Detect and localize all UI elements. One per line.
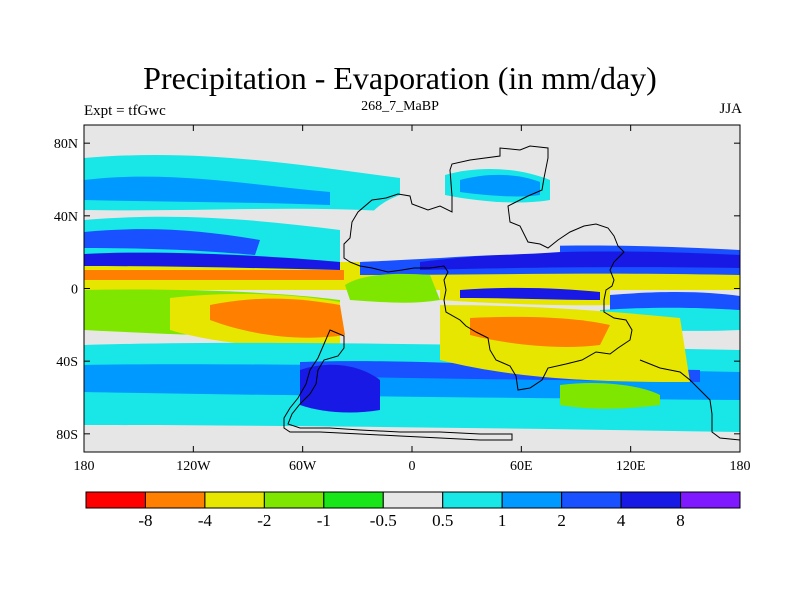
lon-tick-label: 180 xyxy=(74,459,95,474)
field-plot xyxy=(84,125,740,452)
lon-tick-label: 120E xyxy=(616,459,646,474)
axis-ticks: 80N 40N 0 40S 80S 180 120W 60W 0 60E 120E 180 xyxy=(54,125,751,474)
field-land-green xyxy=(345,273,440,303)
field-polar-neutral xyxy=(84,432,740,452)
colorbar-box xyxy=(382,491,444,509)
field-east-orange xyxy=(470,316,610,347)
colorbar-box xyxy=(204,491,265,509)
colorbar-box xyxy=(263,491,325,509)
lat-tick-label: 80S xyxy=(56,428,78,443)
lon-tick-label: 60W xyxy=(289,459,317,474)
experiment-label: Expt = tfGwc xyxy=(84,103,166,119)
colorbar-label: -4 xyxy=(198,511,213,530)
lat-tick-label: 40S xyxy=(56,355,78,370)
colorbar-label: -8 xyxy=(138,511,152,530)
colorbar-box xyxy=(680,491,741,509)
lon-tick-label: 0 xyxy=(409,459,416,474)
lon-tick-label: 120W xyxy=(176,459,211,474)
lat-tick-label: 0 xyxy=(71,283,78,298)
colorbar-box xyxy=(323,491,384,509)
colorbar-label: -0.5 xyxy=(370,511,397,530)
coastlines xyxy=(283,145,741,441)
coastline-southern xyxy=(283,329,513,441)
lon-tick-label: 60E xyxy=(510,459,533,474)
colorbar-label: 1 xyxy=(498,511,507,530)
colorbar-box xyxy=(620,491,682,509)
field-south-land-darkblue xyxy=(300,364,380,413)
field-equator-orange xyxy=(84,270,344,280)
colorbar-box xyxy=(144,491,206,509)
season-label: JJA xyxy=(719,101,742,117)
colorbar-label: -2 xyxy=(257,511,271,530)
colorbar: -8 -4 -2 -1 -0.5 0.5 1 2 4 8 xyxy=(85,491,741,530)
field-equator-blue-pacific xyxy=(84,252,340,270)
coastline-pangea xyxy=(343,145,633,391)
field-monsoon-darkblue xyxy=(420,251,740,270)
field-south-orange xyxy=(210,298,345,338)
field-tethys-blue xyxy=(460,287,600,300)
colorbar-box xyxy=(501,491,563,509)
colorbar-box xyxy=(442,491,503,509)
field-land-neutral xyxy=(348,193,560,262)
field-south-land-green xyxy=(560,383,660,409)
lat-tick-label: 80N xyxy=(54,137,78,152)
field-band-subtrop-blue xyxy=(84,229,260,255)
lat-tick-label: 40N xyxy=(54,210,78,225)
field-north-land-blue xyxy=(460,174,540,197)
lon-tick-label: 180 xyxy=(730,459,751,474)
coastline-east xyxy=(639,359,741,441)
map-title: Precipitation - Evaporation (in mm/day) xyxy=(143,60,657,96)
colorbar-label: 0.5 xyxy=(432,511,453,530)
colorbar-label: -1 xyxy=(317,511,331,530)
colorbar-box xyxy=(85,491,146,509)
colorbar-box xyxy=(561,491,622,509)
colorbar-label: 8 xyxy=(676,511,685,530)
field-south-blue-east xyxy=(610,292,740,312)
case-label: 268_7_MaBP xyxy=(361,99,439,114)
field-band-north-blue xyxy=(84,176,330,205)
colorbar-label: 2 xyxy=(557,511,566,530)
colorbar-label: 4 xyxy=(617,511,626,530)
